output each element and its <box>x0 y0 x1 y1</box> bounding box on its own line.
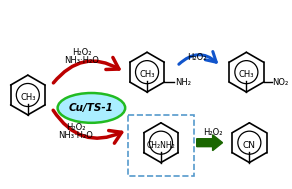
Text: CH₃: CH₃ <box>239 70 254 79</box>
FancyArrowPatch shape <box>179 52 216 64</box>
FancyArrowPatch shape <box>53 57 119 83</box>
Text: NH₂: NH₂ <box>175 77 191 87</box>
Text: H₂O₂: H₂O₂ <box>203 128 222 137</box>
Ellipse shape <box>58 93 125 123</box>
FancyBboxPatch shape <box>128 115 194 177</box>
Text: NH₃·H₂O: NH₃·H₂O <box>58 131 93 140</box>
FancyArrowPatch shape <box>53 110 122 143</box>
Text: NH₃·H₂O: NH₃·H₂O <box>64 56 99 65</box>
Text: H₂O₂: H₂O₂ <box>187 53 206 62</box>
Text: NO₂: NO₂ <box>272 77 289 87</box>
FancyArrow shape <box>197 135 223 151</box>
Text: CH₃: CH₃ <box>20 93 36 102</box>
Text: H₂O₂: H₂O₂ <box>66 123 85 132</box>
Text: CH₂NH₂: CH₂NH₂ <box>147 141 175 150</box>
Text: Cu/TS-1: Cu/TS-1 <box>69 103 114 113</box>
Text: H₂O₂: H₂O₂ <box>72 48 91 57</box>
Text: CH₃: CH₃ <box>139 70 155 79</box>
Text: CN: CN <box>243 141 256 150</box>
